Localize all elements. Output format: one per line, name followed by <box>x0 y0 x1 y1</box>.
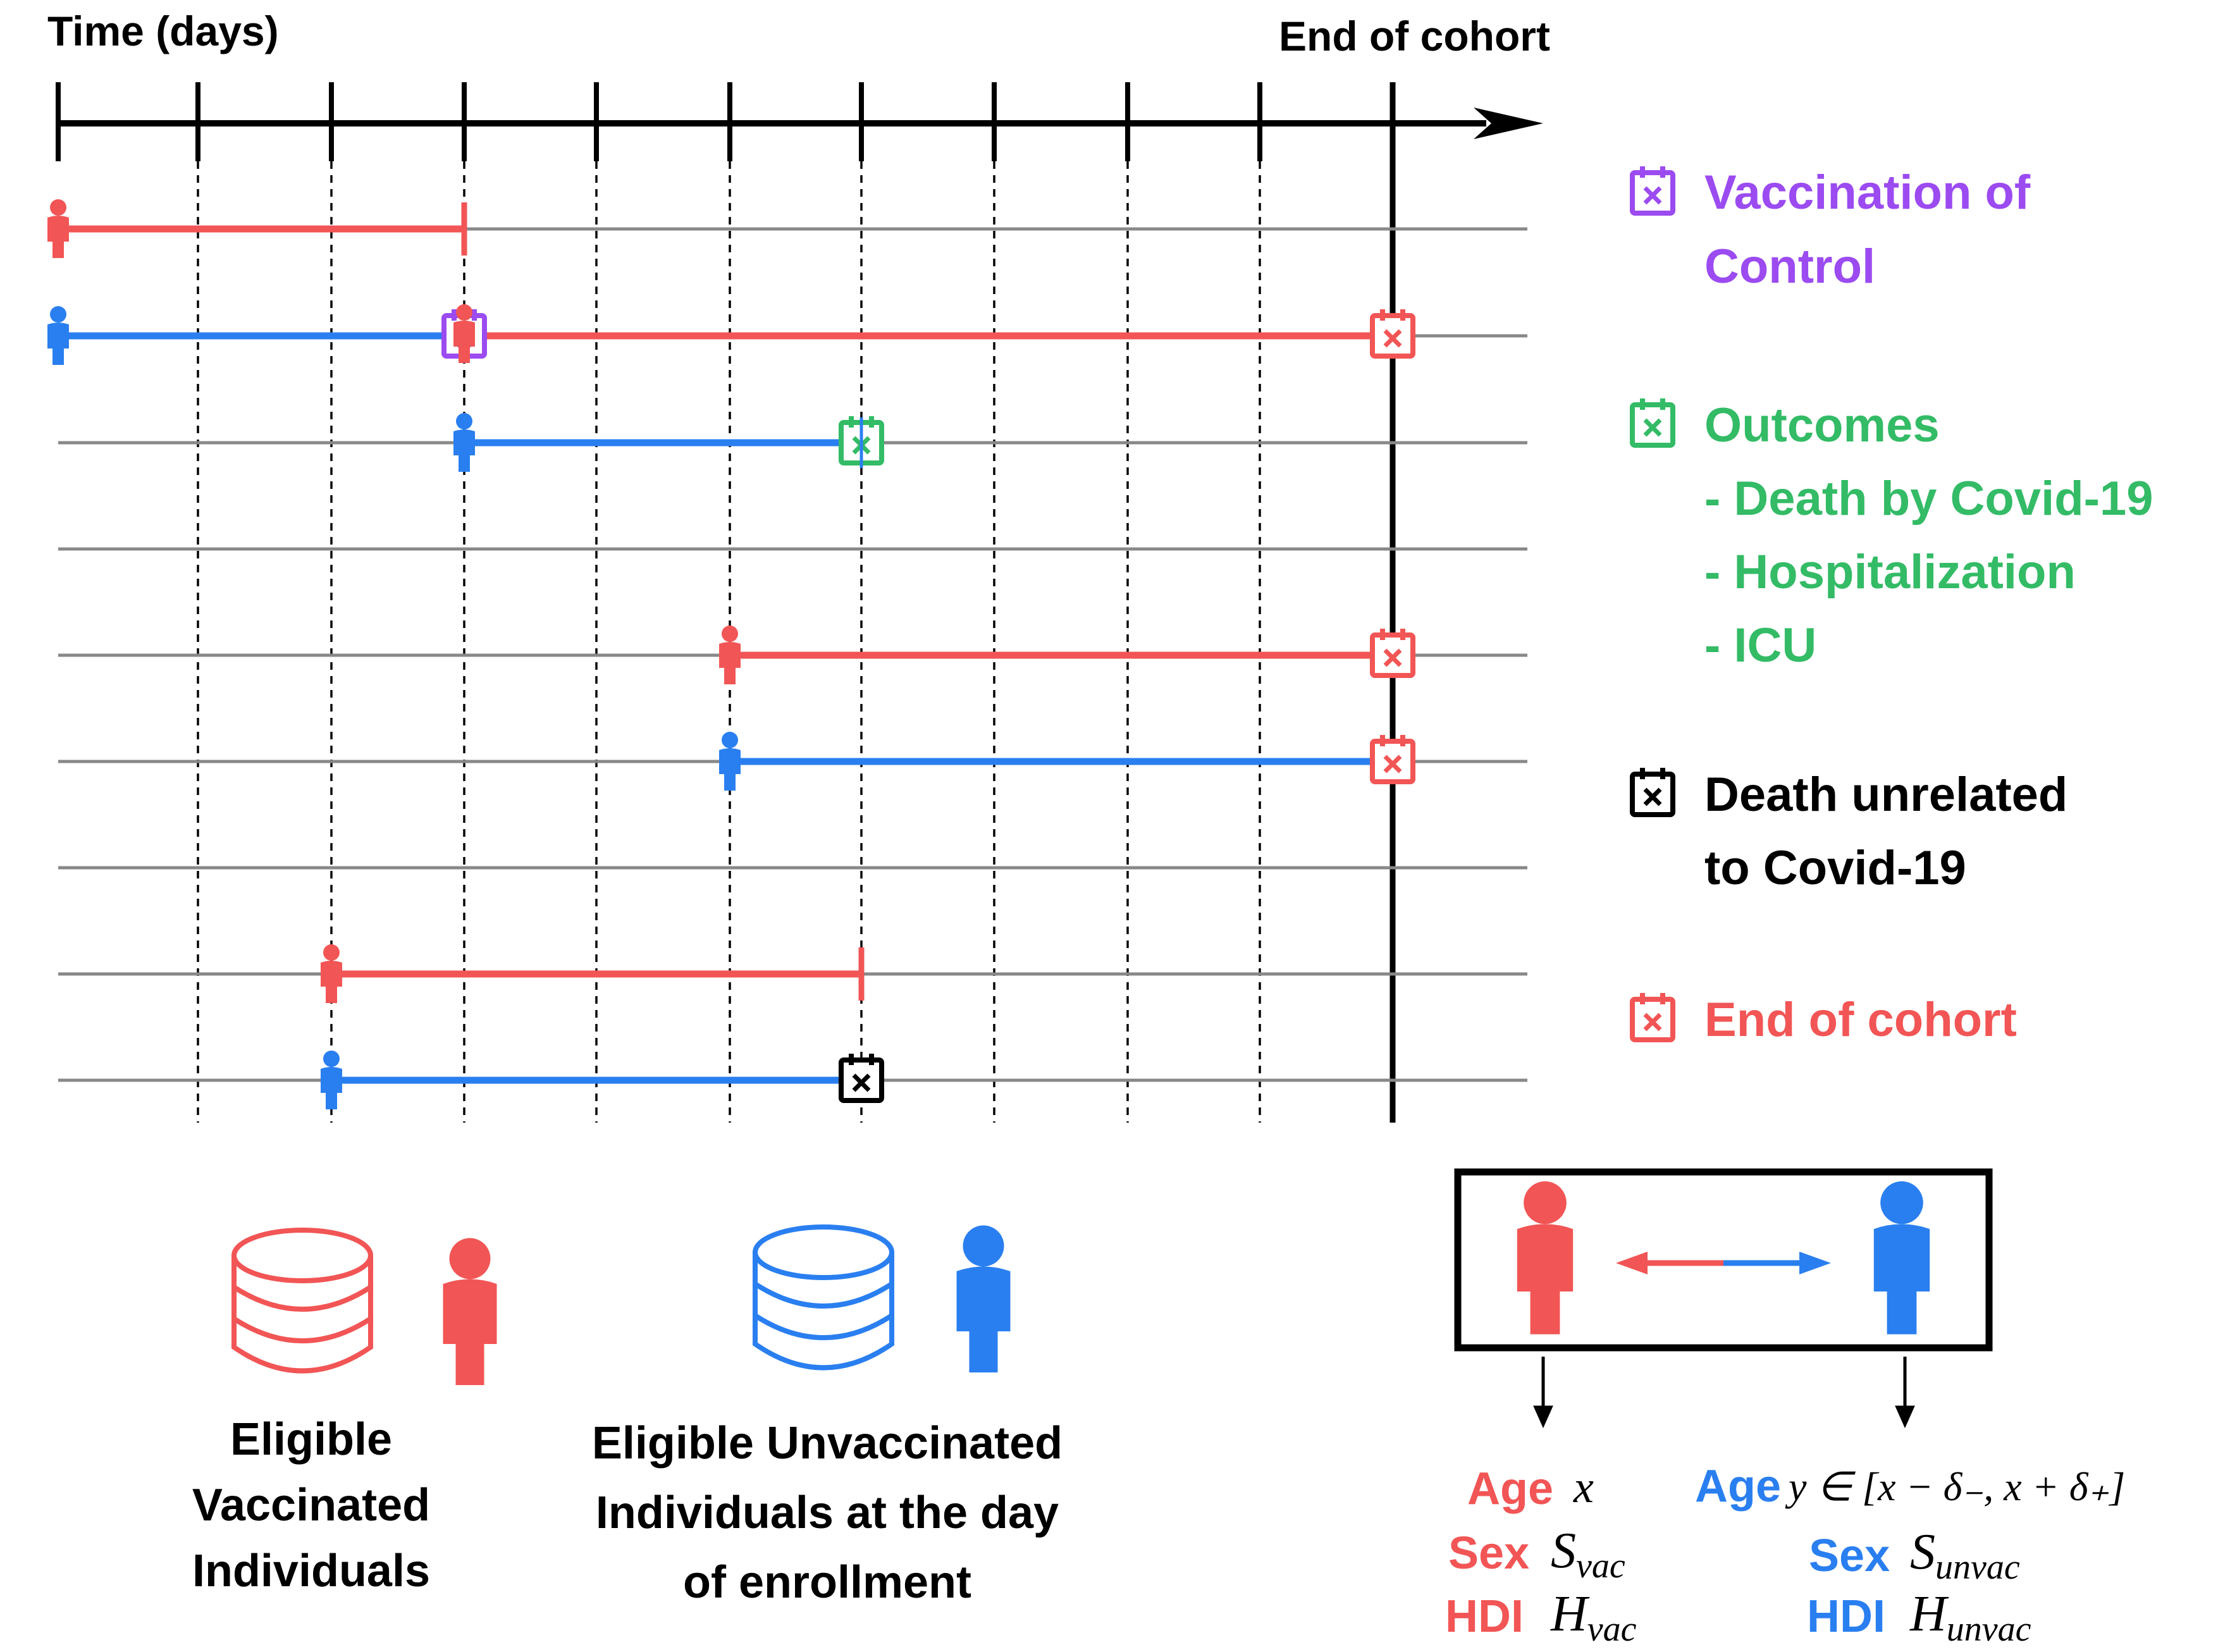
timeline-row-8 <box>321 944 865 1003</box>
unvaccinated-person-icon <box>321 1051 342 1109</box>
vaccinated-label-line1: Eligible <box>230 1414 392 1465</box>
vac-sex-value: S <box>1551 1523 1576 1579</box>
unvaccinated-group: Eligible Unvaccinated Individuals at the… <box>592 1224 1063 1608</box>
vaccinated-person-icon <box>443 1238 497 1385</box>
legend-outcomes: Outcomes - Death by Covid-19 - Hospitali… <box>1632 398 2153 672</box>
svg-text:Hvac: Hvac <box>1550 1586 1637 1649</box>
legend-vaccination-line1: Vaccination of <box>1704 166 2031 219</box>
vaccinated-label-line3: Individuals <box>192 1546 430 1596</box>
legend-end-label: End of cohort <box>1704 993 2017 1047</box>
timeline-row-6 <box>719 732 1413 791</box>
legend-outcome-item: - ICU <box>1704 619 1816 672</box>
time-axis <box>58 108 1543 139</box>
legend-death-line1: Death unrelated <box>1704 768 2067 822</box>
unvac-hdi-label: HDI <box>1807 1591 1885 1642</box>
match-arrow-icon <box>1616 1252 1831 1274</box>
unvaccinated-person-icon <box>1873 1181 1930 1335</box>
unvaccinated-person-icon <box>719 732 741 791</box>
timeline-row-5 <box>719 626 1413 684</box>
unvaccinated-person-icon <box>956 1225 1011 1372</box>
legend-outcomes-title: Outcomes <box>1704 398 1940 452</box>
unvaccinated-label-line3: of enrollment <box>683 1557 971 1608</box>
unvaccinated-person-icon <box>47 306 69 365</box>
vaccinated-person-icon <box>1517 1181 1574 1335</box>
axis-ticks <box>56 82 1262 161</box>
end-of-cohort-title: End of cohort <box>1279 13 1550 59</box>
calendar-x-icon <box>1632 768 1673 815</box>
vac-hdi-value: H <box>1550 1586 1590 1642</box>
database-icon <box>231 1228 373 1374</box>
vaccinated-person-icon <box>719 626 741 684</box>
unvac-hdi-value: H <box>1909 1586 1949 1642</box>
unvac-age-value: y ∈ [x − δ₋, x + δ₊] <box>1785 1464 2125 1509</box>
end-calendar-icon <box>1372 309 1413 356</box>
unvaccinated-person-icon <box>453 413 475 472</box>
vac-sex-label: Sex <box>1448 1528 1529 1579</box>
timeline-row-1 <box>47 199 467 258</box>
unvac-sex-label: Sex <box>1809 1531 1890 1581</box>
svg-text:Hunvac: Hunvac <box>1909 1586 2031 1649</box>
svg-text:Sunvac: Sunvac <box>1910 1524 2020 1587</box>
unvac-age-label: Age <box>1695 1461 1781 1512</box>
death-calendar-icon <box>841 1054 882 1100</box>
unvaccinated-label-line1: Eligible Unvaccinated <box>592 1418 1063 1469</box>
vaccinated-group: Eligible Vaccinated Individuals <box>192 1228 497 1596</box>
unvac-sex-sub: unvac <box>1935 1548 2020 1587</box>
vac-hdi-sub: vac <box>1587 1610 1637 1649</box>
vaccinated-label-line2: Vaccinated <box>192 1480 430 1531</box>
calendar-x-icon <box>1632 993 1673 1040</box>
axis-title: Time (days) <box>47 8 279 54</box>
timeline-row-9 <box>321 1051 882 1109</box>
timeline-row-2 <box>47 304 1413 365</box>
legend-vaccination-line2: Control <box>1704 240 1875 293</box>
end-calendar-icon <box>1372 735 1413 782</box>
legend-outcome-item: - Hospitalization <box>1704 545 2076 599</box>
end-calendar-icon <box>1372 629 1413 675</box>
unvac-sex-value: S <box>1910 1524 1935 1580</box>
unvac-attributes: Age y ∈ [x − δ₋, x + δ₊] Sex Sunvac HDI … <box>1695 1461 2125 1649</box>
legend-vaccination: Vaccination of Control <box>1632 166 2031 293</box>
legend-death-line2: to Covid-19 <box>1704 841 1966 895</box>
database-icon <box>753 1224 894 1371</box>
vac-attributes: Age x Sex Svac HDI Hvac <box>1445 1462 1637 1649</box>
svg-text:Svac: Svac <box>1551 1523 1625 1586</box>
unvac-hdi-sub: unvac <box>1947 1610 2031 1649</box>
legend-outcome-item: - Death by Covid-19 <box>1704 472 2153 526</box>
vac-age-value: x <box>1573 1462 1594 1512</box>
vaccinated-person-icon <box>321 944 342 1003</box>
vac-hdi-label: HDI <box>1445 1591 1524 1642</box>
legend-end-of-cohort: End of cohort <box>1632 993 2017 1047</box>
calendar-x-icon <box>1632 166 1673 213</box>
unvaccinated-label-line2: Individuals at the day <box>596 1488 1059 1538</box>
vac-sex-sub: vac <box>1576 1546 1625 1586</box>
down-arrows <box>1533 1357 1915 1429</box>
vaccinated-person-icon <box>47 199 69 258</box>
dashed-gridlines <box>197 161 1261 1123</box>
legend-death-unrelated: Death unrelated to Covid-19 <box>1632 768 2067 895</box>
vac-age-label: Age <box>1467 1464 1553 1514</box>
timeline-row-3 <box>453 413 882 472</box>
matching-box <box>1454 1168 1993 1352</box>
calendar-x-icon <box>1632 398 1673 445</box>
